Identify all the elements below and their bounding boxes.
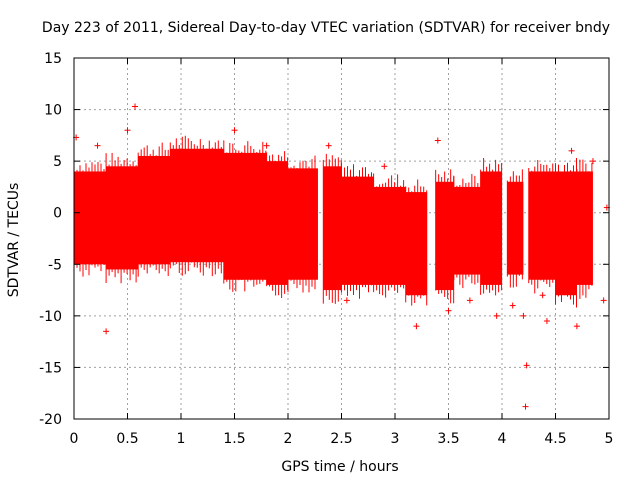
outlier-point bbox=[381, 163, 388, 170]
data-band bbox=[405, 192, 428, 296]
outlier-point bbox=[124, 127, 131, 134]
y-tick-label: -5 bbox=[48, 257, 62, 273]
outlier-point bbox=[236, 271, 243, 278]
outlier-point bbox=[522, 403, 529, 410]
y-axis-label: SDTVAR / TECUs bbox=[6, 183, 22, 298]
outlier-point bbox=[589, 158, 596, 165]
y-tick-label: 5 bbox=[53, 154, 62, 170]
x-tick-label: 1.5 bbox=[223, 431, 245, 447]
outlier-point bbox=[445, 307, 452, 314]
x-tick-label: 5 bbox=[605, 431, 614, 447]
x-tick-label: 4.5 bbox=[544, 431, 566, 447]
outlier-point bbox=[343, 297, 350, 304]
data-band bbox=[528, 171, 556, 280]
data-band bbox=[453, 186, 481, 275]
y-tick-label: -10 bbox=[39, 309, 62, 325]
outlier-markers bbox=[73, 103, 610, 410]
data-band bbox=[480, 171, 502, 285]
outlier-point bbox=[520, 312, 527, 319]
outlier-point bbox=[539, 292, 546, 299]
y-tick-label: 15 bbox=[44, 51, 62, 67]
outlier-point bbox=[466, 297, 473, 304]
x-tick-label: 0.5 bbox=[116, 431, 138, 447]
y-tick-label: -20 bbox=[39, 412, 62, 428]
x-tick-label: 2 bbox=[284, 431, 293, 447]
y-tick-labels: 15 10 5 0 -5 -10 -15 -20 bbox=[39, 51, 62, 428]
x-tick-label: 0 bbox=[70, 431, 79, 447]
outlier-point bbox=[434, 137, 441, 144]
outlier-point bbox=[131, 103, 138, 110]
data-band bbox=[576, 171, 593, 285]
outlier-point bbox=[413, 323, 420, 330]
outlier-point bbox=[325, 142, 332, 149]
x-axis-label: GPS time / hours bbox=[281, 459, 398, 475]
y-tick-label: -15 bbox=[39, 360, 62, 376]
x-tick-label: 4 bbox=[498, 431, 507, 447]
x-tick-label: 2.5 bbox=[330, 431, 352, 447]
x-tick-label: 3.5 bbox=[437, 431, 459, 447]
data-band bbox=[507, 181, 524, 275]
outlier-point bbox=[543, 318, 550, 325]
x-tick-labels: 0 0.5 1 1.5 2 2.5 3 3.5 4 4.5 5 bbox=[70, 431, 614, 447]
plot-frame bbox=[73, 57, 610, 420]
outlier-point bbox=[231, 127, 238, 134]
outlier-point bbox=[493, 312, 500, 319]
x-tick-label: 3 bbox=[391, 431, 400, 447]
chart-title: Day 223 of 2011, Sidereal Day-to-day VTE… bbox=[42, 20, 610, 36]
y-tick-label: 0 bbox=[53, 206, 62, 222]
x-tick-label: 1 bbox=[177, 431, 186, 447]
outlier-point bbox=[573, 323, 580, 330]
outlier-point bbox=[568, 147, 575, 154]
outlier-point bbox=[103, 328, 110, 335]
outlier-point bbox=[263, 142, 270, 149]
outlier-point bbox=[94, 142, 101, 149]
y-tick-label: 10 bbox=[44, 103, 62, 119]
outlier-point bbox=[600, 297, 607, 304]
outlier-point bbox=[523, 362, 530, 369]
data-band bbox=[266, 161, 288, 285]
data-bands bbox=[73, 135, 593, 308]
outlier-point bbox=[509, 302, 516, 309]
data-band bbox=[555, 171, 577, 296]
